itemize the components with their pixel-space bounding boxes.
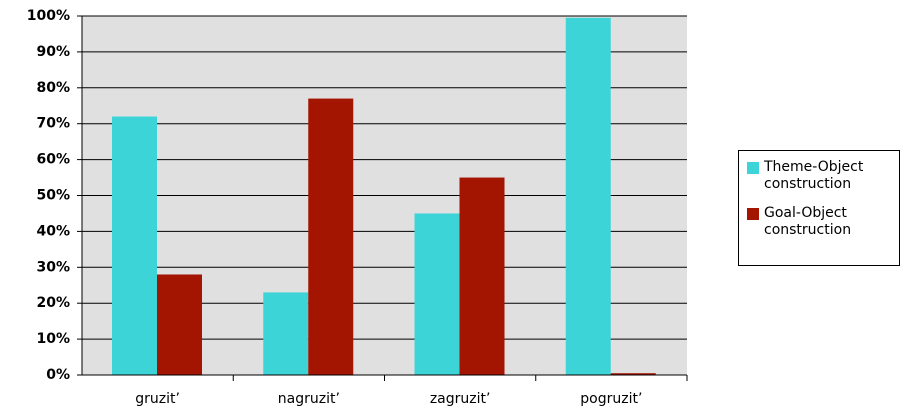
legend-label: Theme-Object construction bbox=[764, 159, 864, 192]
y-tick-label: 50% bbox=[36, 188, 70, 204]
legend-item: Theme-Object construction bbox=[747, 159, 895, 193]
bar bbox=[157, 274, 202, 375]
x-tick-label: nagruzit’ bbox=[278, 391, 340, 407]
legend-item: Goal-Object construction bbox=[747, 205, 895, 239]
y-tick-label: 70% bbox=[36, 116, 70, 132]
legend-swatch bbox=[747, 162, 759, 174]
bar bbox=[308, 98, 354, 375]
y-tick-label: 30% bbox=[36, 259, 70, 275]
x-tick-label: gruzit’ bbox=[135, 391, 180, 407]
bar bbox=[414, 213, 460, 375]
x-tick-label: zagruzit’ bbox=[430, 391, 491, 407]
bar bbox=[263, 292, 309, 375]
bar bbox=[112, 116, 157, 376]
y-tick-label: 90% bbox=[36, 44, 70, 60]
bar bbox=[565, 17, 611, 375]
y-tick-label: 60% bbox=[36, 152, 70, 168]
bar bbox=[459, 177, 505, 375]
x-tick-label: pogruzit’ bbox=[580, 391, 642, 407]
y-tick-label: 40% bbox=[36, 223, 70, 239]
bar bbox=[610, 373, 656, 375]
y-tick-label: 10% bbox=[36, 331, 70, 347]
y-tick-label: 100% bbox=[27, 8, 70, 24]
y-tick-label: 80% bbox=[36, 80, 70, 96]
y-tick-label: 0% bbox=[46, 367, 70, 383]
legend-swatch bbox=[747, 208, 759, 220]
y-tick-label: 20% bbox=[36, 295, 70, 311]
legend: Theme-Object construction Goal-Object con… bbox=[738, 150, 900, 266]
legend-label: Goal-Object construction bbox=[764, 205, 852, 238]
